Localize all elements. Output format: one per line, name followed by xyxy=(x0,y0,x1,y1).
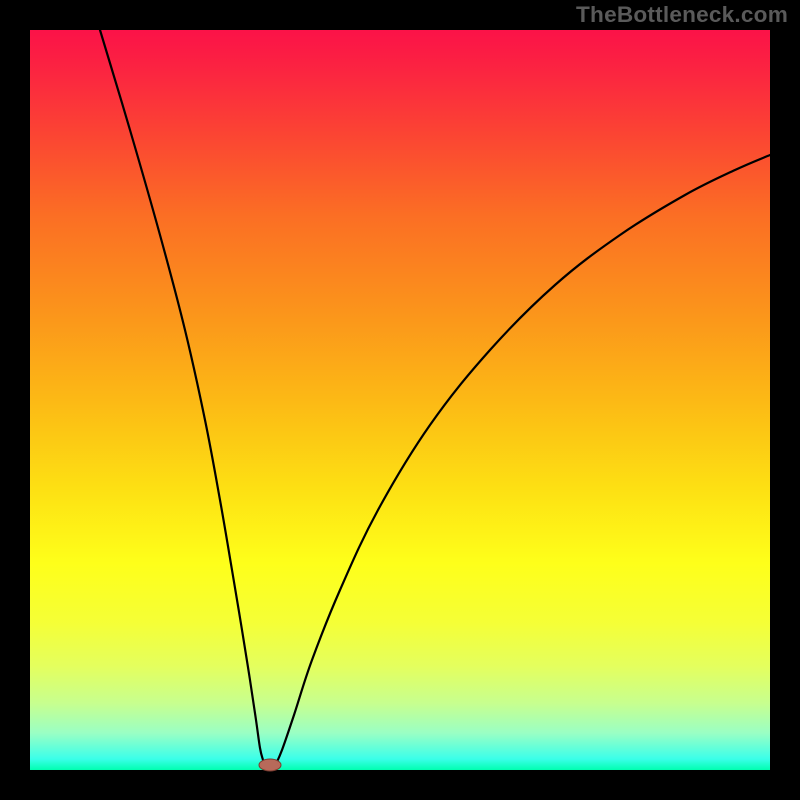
plot-background xyxy=(30,30,770,770)
watermark-text: TheBottleneck.com xyxy=(576,2,788,28)
minimum-marker xyxy=(259,759,281,771)
bottleneck-chart xyxy=(0,0,800,800)
chart-container: TheBottleneck.com xyxy=(0,0,800,800)
